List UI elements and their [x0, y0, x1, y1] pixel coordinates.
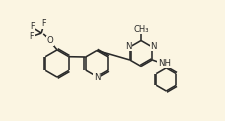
Text: F: F [41, 19, 45, 28]
Text: N: N [125, 42, 131, 51]
Text: CH₃: CH₃ [133, 25, 148, 34]
Text: O: O [46, 36, 53, 45]
Text: N: N [93, 73, 100, 82]
Text: F: F [29, 32, 34, 41]
Text: N: N [150, 42, 156, 51]
Text: NH: NH [157, 59, 170, 68]
Text: F: F [30, 22, 34, 31]
